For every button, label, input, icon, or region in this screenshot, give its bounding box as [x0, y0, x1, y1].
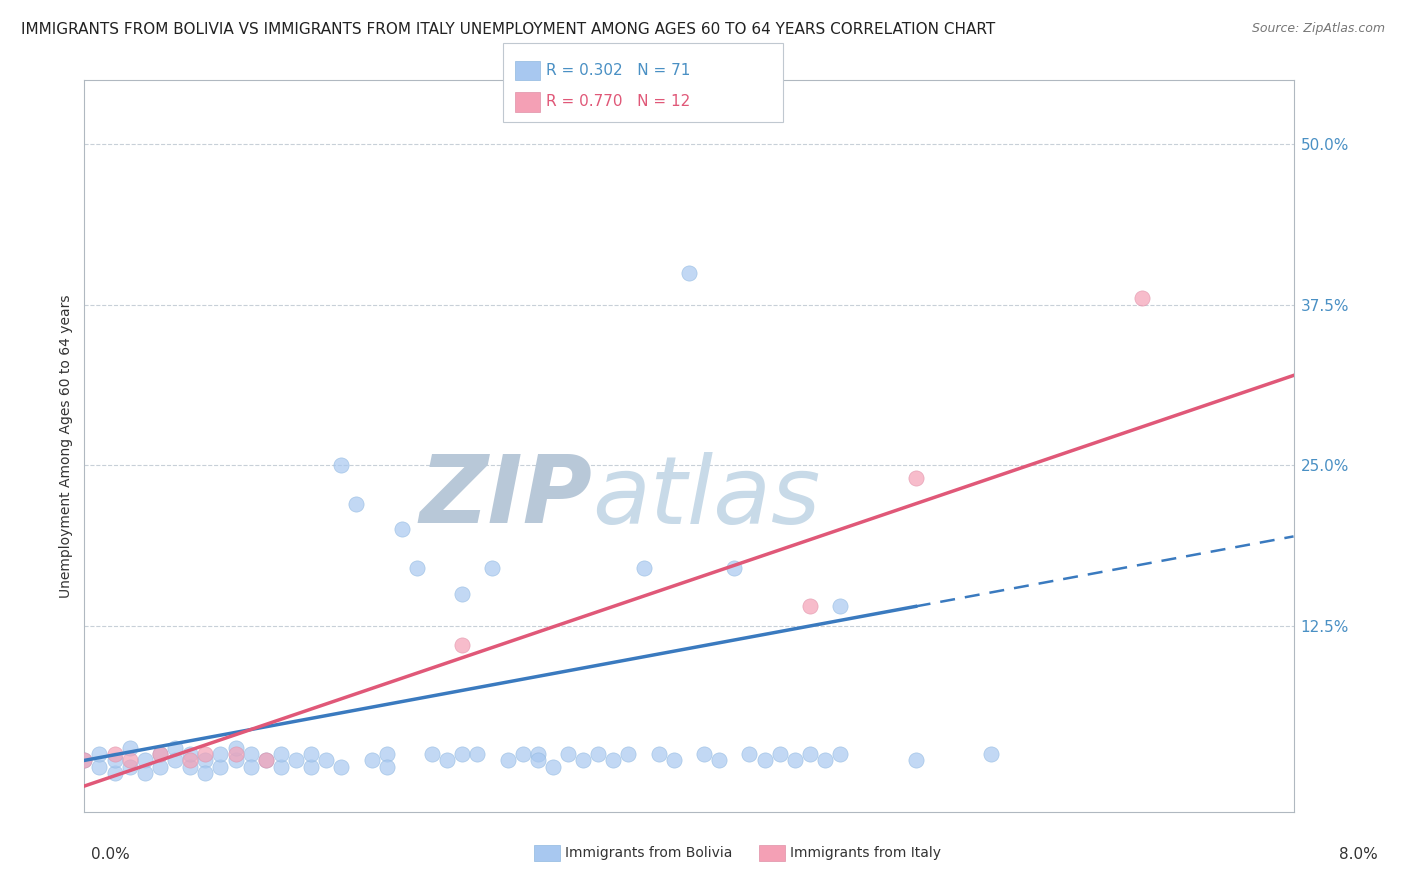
Point — [769, 747, 792, 761]
Point — [104, 747, 127, 761]
Point — [194, 753, 217, 767]
Point — [541, 760, 564, 774]
Point — [360, 753, 382, 767]
Point — [588, 747, 610, 761]
Point — [149, 760, 172, 774]
Point — [89, 747, 111, 761]
Text: IMMIGRANTS FROM BOLIVIA VS IMMIGRANTS FROM ITALY UNEMPLOYMENT AMONG AGES 60 TO 6: IMMIGRANTS FROM BOLIVIA VS IMMIGRANTS FR… — [21, 22, 995, 37]
Point — [254, 753, 277, 767]
Point — [315, 753, 337, 767]
Point — [754, 753, 776, 767]
Point — [451, 747, 474, 761]
Point — [799, 747, 821, 761]
Point — [496, 753, 519, 767]
Point — [118, 740, 141, 755]
Point — [557, 747, 579, 761]
Text: R = 0.302   N = 71: R = 0.302 N = 71 — [546, 63, 690, 78]
Point — [406, 561, 429, 575]
Point — [194, 766, 217, 780]
Point — [270, 760, 292, 774]
Point — [73, 753, 96, 767]
Text: 8.0%: 8.0% — [1339, 847, 1378, 863]
Point — [1132, 292, 1154, 306]
Point — [451, 586, 474, 600]
Point — [783, 753, 806, 767]
Point — [179, 753, 201, 767]
Point — [617, 747, 640, 761]
Text: Source: ZipAtlas.com: Source: ZipAtlas.com — [1251, 22, 1385, 36]
Y-axis label: Unemployment Among Ages 60 to 64 years: Unemployment Among Ages 60 to 64 years — [59, 294, 73, 598]
Point — [299, 760, 322, 774]
Point — [572, 753, 595, 767]
Point — [225, 753, 247, 767]
Point — [134, 766, 156, 780]
Point — [662, 753, 685, 767]
Point — [209, 747, 232, 761]
Point — [980, 747, 1002, 761]
Point — [73, 753, 96, 767]
Point — [118, 753, 141, 767]
Point — [693, 747, 716, 761]
Point — [451, 638, 474, 652]
Point — [420, 747, 443, 761]
Text: atlas: atlas — [592, 451, 821, 542]
Point — [330, 760, 353, 774]
Point — [270, 747, 292, 761]
Point — [104, 753, 127, 767]
Point — [467, 747, 489, 761]
Point — [165, 740, 187, 755]
Point — [527, 753, 550, 767]
Point — [375, 747, 398, 761]
Point — [738, 747, 761, 761]
Point — [481, 561, 503, 575]
Point — [118, 760, 141, 774]
Point — [830, 747, 852, 761]
Point — [346, 497, 368, 511]
Text: 0.0%: 0.0% — [91, 847, 131, 863]
Text: Immigrants from Italy: Immigrants from Italy — [790, 846, 941, 860]
Point — [723, 561, 745, 575]
Point — [89, 760, 111, 774]
Point — [512, 747, 534, 761]
Text: ZIP: ZIP — [419, 451, 592, 543]
Point — [391, 523, 413, 537]
Point — [830, 599, 852, 614]
Point — [299, 747, 322, 761]
Point — [225, 740, 247, 755]
Point — [904, 471, 927, 485]
Point — [149, 747, 172, 761]
Point — [904, 753, 927, 767]
Point — [194, 747, 217, 761]
Point — [633, 561, 655, 575]
Point — [239, 747, 262, 761]
Point — [602, 753, 624, 767]
Point — [179, 760, 201, 774]
Point — [648, 747, 671, 761]
Point — [678, 266, 700, 280]
Point — [239, 760, 262, 774]
Point — [799, 599, 821, 614]
Point — [814, 753, 837, 767]
Point — [436, 753, 458, 767]
Point — [285, 753, 308, 767]
Point — [254, 753, 277, 767]
Point — [709, 753, 731, 767]
Text: Immigrants from Bolivia: Immigrants from Bolivia — [565, 846, 733, 860]
Point — [209, 760, 232, 774]
Point — [375, 760, 398, 774]
Point — [165, 753, 187, 767]
Point — [134, 753, 156, 767]
Point — [179, 747, 201, 761]
Point — [225, 747, 247, 761]
Point — [330, 458, 353, 473]
Point — [527, 747, 550, 761]
Point — [104, 766, 127, 780]
Text: R = 0.770   N = 12: R = 0.770 N = 12 — [546, 95, 690, 109]
Point — [149, 747, 172, 761]
